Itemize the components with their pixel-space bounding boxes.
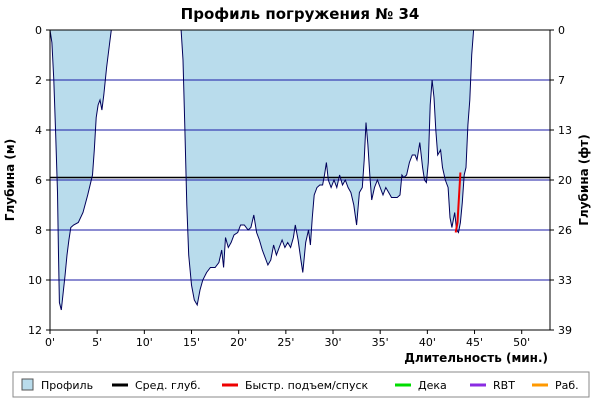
y-right-tick-label: 39	[558, 324, 572, 337]
y-left-tick-label: 10	[28, 274, 42, 287]
y-right-tick-label: 0	[558, 24, 565, 37]
grid-lines	[50, 79, 550, 281]
legend-label: Профиль	[41, 379, 93, 392]
legend-box	[12, 371, 590, 398]
y-left-tick-label: 8	[35, 224, 42, 237]
x-axis-title: Длительность (мин.)	[404, 351, 548, 365]
x-tick-label: 0'	[45, 336, 55, 349]
y-right-tick-label: 20	[558, 174, 572, 187]
legend-label: Раб.	[555, 379, 579, 392]
x-tick-label: 45'	[466, 336, 483, 349]
plot-area	[49, 29, 551, 331]
y-left-tick-label: 2	[35, 74, 42, 87]
x-tick-label: 10'	[136, 336, 153, 349]
legend-label: RBT	[493, 379, 515, 392]
y-right-tick-label: 13	[558, 124, 572, 137]
fast-ascent-line	[454, 172, 462, 233]
x-tick-label: 40'	[419, 336, 436, 349]
y-left-tick-label: 4	[35, 124, 42, 137]
x-tick-label: 25'	[277, 336, 294, 349]
y-axis-right-ticks: 0 7 13 20 26 33 39	[550, 24, 572, 337]
y-left-tick-label: 12	[28, 324, 42, 337]
x-axis-ticks: 0' 5' 10' 15' 20' 25' 30' 35' 40' 45' 50'	[45, 330, 530, 349]
x-tick-label: 5'	[92, 336, 102, 349]
y-axis-left-ticks: 0 2 4 6 8 10 12	[28, 24, 50, 337]
profile-area	[50, 30, 474, 310]
x-tick-label: 50'	[513, 336, 530, 349]
legend-label: Быстр. подъем/спуск	[245, 379, 369, 392]
legend-label: Дека	[418, 379, 447, 392]
x-tick-label: 35'	[372, 336, 389, 349]
y-left-tick-label: 0	[35, 24, 42, 37]
chart-title: Профиль погружения № 34	[181, 5, 420, 23]
legend-swatch-profile	[21, 378, 34, 391]
x-tick-label: 15'	[183, 336, 200, 349]
y-axis-left-title: Глубина (м)	[3, 139, 17, 221]
y-right-tick-label: 26	[558, 224, 572, 237]
profile-line	[49, 29, 475, 311]
legend-label: Сред. глуб.	[135, 379, 201, 392]
legend: Профиль Сред. глуб. Быстр. подъем/спуск Дек…	[12, 371, 590, 398]
y-right-tick-label: 33	[558, 274, 572, 287]
y-axis-right-title: Глубина (фт)	[577, 134, 591, 225]
x-tick-label: 30'	[325, 336, 342, 349]
y-right-tick-label: 7	[558, 74, 565, 87]
x-tick-label: 20'	[230, 336, 247, 349]
y-left-tick-label: 6	[35, 174, 42, 187]
